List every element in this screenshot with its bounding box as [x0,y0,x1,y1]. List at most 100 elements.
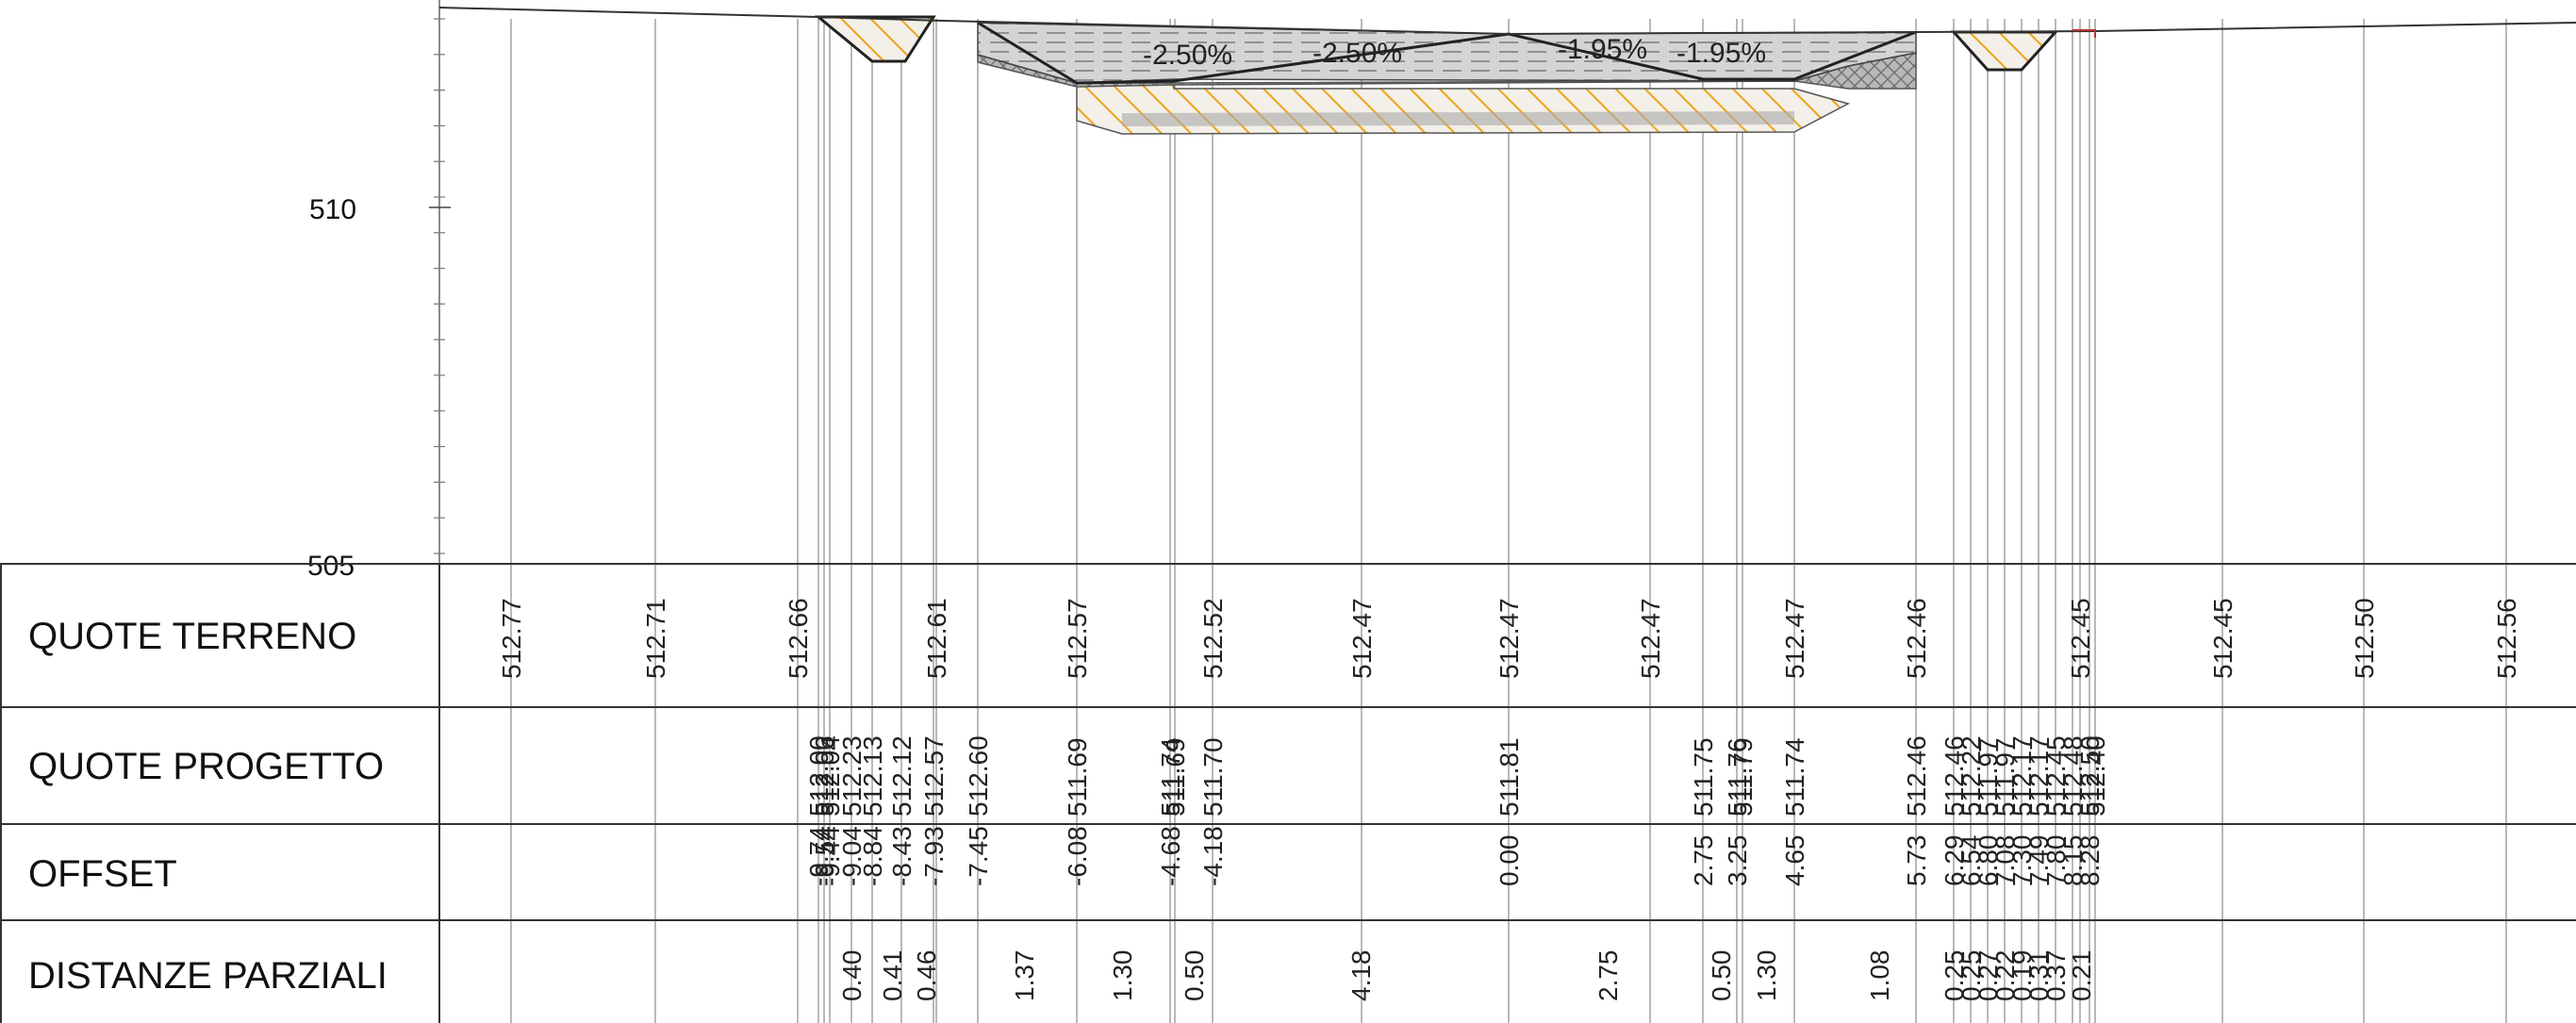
partial-distance-value: 0.46 [912,950,941,1002]
offset-value: 4.65 [1780,835,1809,887]
design-value: 512.13 [858,735,887,817]
offset-value: 7.80 [2041,835,2071,887]
design-value: 512.46 [1902,735,1931,817]
partial-distance-value: 0.21 [2067,950,2096,1002]
terrain-value: 512.45 [2066,598,2095,679]
offset-value: -7.93 [919,826,949,886]
offset-value: -4.18 [1198,826,1228,886]
row-label-design: QUOTE PROGETTO [28,746,384,787]
terrain-value: 512.47 [1780,598,1809,679]
terrain-value: 512.77 [497,598,526,679]
design-value: 511.69 [1063,737,1092,817]
partial-distance-value: 0.25 [1957,950,1986,1002]
partial-distance-value: 4.18 [1346,950,1376,1002]
design-value: 512.06 [810,735,839,817]
design-value: 512.48 [2058,735,2088,817]
offset-value: 7.49 [2024,835,2054,887]
design-value: 511.97 [1990,737,2020,817]
data-table: QUOTE TERRENO QUOTE PROGETTO OFFSET DIST… [0,563,2576,1023]
offset-value: 5.73 [1902,835,1931,887]
design-value: 511.70 [1198,737,1228,817]
offset-value: 6.54 [1957,835,1986,887]
terrain-value: 512.61 [922,598,951,679]
design-value: 512.46 [1940,735,1969,817]
design-value: 511.74 [1156,737,1185,817]
terrain-value: 512.71 [641,598,670,679]
slope-label-1: -2.50% [1143,40,1232,71]
offset-value: -9.74 [804,826,834,886]
design-value: 511.75 [1689,737,1718,817]
offset-value: 2.75 [1689,835,1718,887]
elevation-tick-505: 505 [307,551,355,582]
partial-distance-value: 0.50 [1707,950,1736,1002]
terrain-value: 512.47 [1636,598,1665,679]
design-value: 512.57 [919,735,949,817]
design-value: 511.97 [1973,737,2003,817]
offset-value: 7.30 [2007,835,2037,887]
right-ditch [1950,30,2059,72]
terrain-value: 512.57 [1063,598,1092,679]
offset-value: 0.00 [1494,835,1524,887]
design-value: 512.12 [887,735,916,817]
partial-distance-value: 1.30 [1752,950,1781,1002]
partial-distance-value: 0.41 [878,950,907,1002]
offset-value: 6.80 [1973,835,2003,887]
slope-label-4: -1.95% [1676,38,1766,69]
partial-distance-value: 1.08 [1865,950,1894,1002]
terrain-value: 512.46 [1902,598,1931,679]
table-values: 512.77 512.71 512.66 512.00 -9.74 512.06 -9.54… [497,598,2521,1001]
design-value: 511.69 [1161,737,1190,817]
design-value: 511.74 [1780,737,1809,817]
partial-distance-value: 1.37 [1010,950,1039,1002]
slope-label-3: -1.95% [1558,34,1647,65]
design-value: 512.17 [2024,735,2054,817]
offset-value: -9.44 [816,826,845,886]
design-value: 511.76 [1723,737,1752,817]
design-value: 512.04 [816,735,845,817]
partial-distance-value: 1.30 [1108,950,1137,1002]
partial-distance-value: 2.75 [1593,950,1623,1002]
partial-distance-value: 0.40 [837,950,867,1002]
terrain-value: 512.66 [784,598,813,679]
offset-value: 8.28 [2075,835,2105,887]
terrain-value: 512.45 [2208,598,2237,679]
partial-distance-value: 0.37 [2041,950,2071,1002]
design-value: 512.00 [804,735,834,817]
partial-distance-value: 0.50 [1180,950,1209,1002]
design-value: 512.50 [2075,735,2105,817]
ground-profile [438,7,2576,36]
offset-value: 6.29 [1940,835,1969,887]
road-section: -2.50% -2.50% -1.95% -1.95% [438,7,2576,135]
elevation-tick-510: 510 [309,194,356,225]
design-value: 511.81 [1494,737,1524,817]
terrain-value: 512.56 [2492,598,2521,679]
design-value: 512.45 [2041,735,2071,817]
offset-value: 7.08 [1990,835,2020,887]
offset-value: -6.08 [1063,826,1092,886]
design-value: 512.22 [1957,735,1986,817]
slope-label-2: -2.50% [1313,38,1402,69]
design-value: 511.79 [1728,737,1758,817]
road-base-layer [977,52,1917,90]
row-label-partial: DISTANZE PARZIALI [28,955,388,997]
offset-value: -4.68 [1156,826,1185,886]
row-label-terrain: QUOTE TERRENO [28,616,356,657]
offset-value: 8.15 [2058,835,2088,887]
partial-distance-value: 0.19 [2007,950,2037,1002]
partial-distance-value: 0.31 [2024,950,2054,1002]
offset-value: -9.54 [810,826,839,886]
offset-value: -8.84 [858,826,887,886]
offset-value: -7.45 [964,826,993,886]
design-value: 512.40 [2081,735,2110,817]
design-value: 512.60 [964,735,993,817]
offset-value: 3.25 [1723,835,1752,887]
elevation-axis: 510 505 [307,0,451,582]
terrain-value: 512.50 [2350,598,2379,679]
station-lines [510,19,2507,1023]
partial-distance-value: 0.27 [1973,950,2003,1002]
offset-value: -8.43 [887,826,916,886]
left-ditch [814,15,936,63]
partial-distance-value: 0.22 [1990,950,2020,1002]
offset-value: -9.04 [837,826,867,886]
